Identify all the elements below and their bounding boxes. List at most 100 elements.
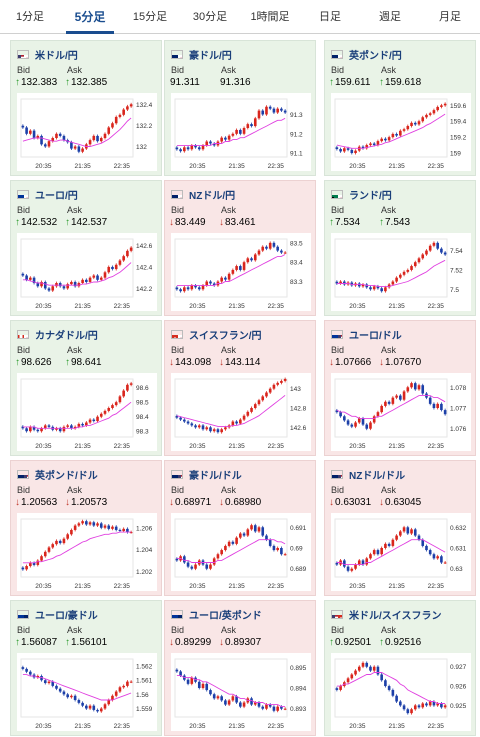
flag-icon <box>17 329 29 339</box>
rate-card[interactable]: ユーロ/ドル Bid Ask ↓1.07666 ↓1.07670 1.078 1.077 1.… <box>324 320 476 456</box>
rate-card[interactable]: ユーロ/英ポンド Bid Ask ↓0.89299 ↓0.89307 0.895 0.894… <box>164 600 316 736</box>
candle-body <box>399 274 402 278</box>
bid-label: Bid <box>331 625 345 635</box>
candle-body <box>283 554 287 556</box>
pair-name[interactable]: カナダドル/円 <box>35 330 98 342</box>
rate-card[interactable]: 豪ドル/円 Bid Ask 91.311 91.316 91.3 91.2 91.1 20:35… <box>164 40 316 176</box>
candle-body <box>25 275 28 280</box>
x-tick-label: 21:35 <box>388 303 405 310</box>
pair-header: ランド/円 <box>331 188 392 202</box>
price-chart[interactable]: 142.6 142.4 142.2 20:35 21:35 22:35 <box>17 233 157 311</box>
pair-name[interactable]: 英ポンド/ドル <box>35 470 98 482</box>
tab-7[interactable]: 月足 <box>439 11 461 23</box>
price-chart[interactable]: 0.927 0.926 0.925 20:35 21:35 22:35 <box>331 653 471 731</box>
candle-body <box>280 108 283 111</box>
rate-card[interactable]: NZドル/円 Bid Ask ↓83.449 ↓83.461 83.5 83.4 83.3 20… <box>164 180 316 316</box>
pair-name[interactable]: 英ポンド/円 <box>349 50 402 62</box>
candle-body <box>343 416 346 421</box>
x-tick-label: 21:35 <box>388 163 405 170</box>
price-chart[interactable]: 143 142.8 142.6 20:35 21:35 22:35 <box>171 373 311 451</box>
rate-card[interactable]: 米ドル/スイスフラン Bid Ask ↑0.92501 ↑0.92516 0.927 0.9… <box>324 600 476 736</box>
candlestick-chart: 0.895 0.894 0.893 20:35 21:35 22:35 <box>174 658 307 730</box>
rate-card[interactable]: 英ポンド/円 Bid Ask ↑159.611 ↑159.618 159.6 159.4 15… <box>324 40 476 176</box>
candle-body <box>421 254 425 259</box>
pair-name[interactable]: ユーロ/豪ドル <box>35 610 98 622</box>
price-chart[interactable]: 1.562 1.561 1.56 1.559 20:35 21:35 22:35 <box>17 653 157 731</box>
pair-name[interactable]: 豪ドル/ドル <box>189 470 242 482</box>
tab-6[interactable]: 週足 <box>379 11 401 23</box>
bid-value: 91.311 <box>169 77 200 88</box>
price-chart[interactable]: 132.4 132.2 132 20:35 21:35 22:35 <box>17 93 157 171</box>
price-chart[interactable]: 83.5 83.4 83.3 20:35 21:35 22:35 <box>171 233 311 311</box>
candle-body <box>107 525 111 529</box>
candle-body <box>77 283 81 287</box>
candle-body <box>47 547 51 552</box>
candle-body <box>122 256 125 261</box>
tab-5[interactable]: 日足 <box>319 11 341 23</box>
price-chart[interactable]: 7.54 7.52 7.5 20:35 21:35 22:35 <box>331 233 471 311</box>
pair-name[interactable]: ランド/円 <box>349 190 392 202</box>
tab-3[interactable]: 30分足 <box>192 11 228 23</box>
price-chart[interactable]: 0.691 0.69 0.689 20:35 21:35 22:35 <box>171 513 311 591</box>
candle-body <box>376 141 380 146</box>
tab-1[interactable]: 5分足 <box>60 0 120 34</box>
candle-body <box>410 709 413 714</box>
candle-body <box>265 106 268 115</box>
candle-body <box>55 428 58 430</box>
rate-card[interactable]: 米ドル/円 Bid Ask ↑132.383 ↑132.385 132.4 132.2 132… <box>10 40 162 176</box>
pair-name[interactable]: ユーロ/ドル <box>349 330 402 342</box>
pair-name[interactable]: 豪ドル/円 <box>189 50 232 62</box>
rate-card[interactable]: ユーロ/円 Bid Ask ↑142.532 ↑142.537 142.6 142.4 142… <box>10 180 162 316</box>
pair-name[interactable]: 米ドル/円 <box>35 50 78 62</box>
candle-body <box>103 133 107 139</box>
candlestick-chart: 0.691 0.69 0.689 20:35 21:35 22:35 <box>174 518 307 590</box>
pair-name[interactable]: ユーロ/英ポンド <box>189 610 262 622</box>
candle-body <box>224 545 227 551</box>
price-chart[interactable]: 0.632 0.631 0.63 20:35 21:35 22:35 <box>331 513 471 591</box>
pair-name[interactable]: NZドル/円 <box>189 190 236 202</box>
pair-name[interactable]: NZドル/ドル <box>349 470 406 482</box>
pair-name[interactable]: スイスフラン/円 <box>189 330 262 342</box>
rate-card[interactable]: ランド/円 Bid Ask ↑7.534 ↑7.543 7.54 7.52 7.5 20:35 2… <box>324 180 476 316</box>
candle-body <box>253 525 257 532</box>
pair-name[interactable]: ユーロ/円 <box>35 190 78 202</box>
candle-body <box>70 142 73 149</box>
tab-2[interactable]: 15分足 <box>132 11 168 23</box>
rate-card[interactable]: スイスフラン/円 Bid Ask ↓143.098 ↓143.114 143 142.8 14… <box>164 320 316 456</box>
price-chart[interactable]: 1.206 1.204 1.202 20:35 21:35 22:35 <box>17 513 157 591</box>
ask-price: 0.68980 <box>225 497 262 508</box>
rate-card[interactable]: ユーロ/豪ドル Bid Ask ↑1.56087 ↑1.56101 1.562 1.561 1… <box>10 600 162 736</box>
rate-card[interactable]: 英ポンド/ドル Bid Ask ↓1.20563 ↓1.20573 1.206 1.204 1… <box>10 460 162 596</box>
price-chart[interactable]: 1.078 1.077 1.076 20:35 21:35 22:35 <box>331 373 471 451</box>
candle-body <box>428 113 432 115</box>
bid-price: 98.626 <box>21 357 52 368</box>
bid-value: ↓0.63031 <box>329 497 371 508</box>
candle-body <box>369 422 372 429</box>
candle-body <box>212 143 216 146</box>
candle-body <box>272 108 276 113</box>
arrow-up-icon: ↑ <box>329 637 334 648</box>
price-chart[interactable]: 91.3 91.2 91.1 20:35 21:35 22:35 <box>171 93 311 171</box>
price-chart[interactable]: 0.895 0.894 0.893 20:35 21:35 22:35 <box>171 653 311 731</box>
candle-body <box>227 541 231 546</box>
rate-card[interactable]: カナダドル/円 Bid Ask ↑98.626 ↑98.641 98.6 98.5 98.4 9… <box>10 320 162 456</box>
rate-card[interactable]: NZドル/ドル Bid Ask ↓0.63031 ↓0.63045 0.632 0.631 0… <box>324 460 476 596</box>
arrow-up-icon: ↑ <box>15 357 20 368</box>
tab-0[interactable]: 1分足 <box>15 11 45 23</box>
price-chart[interactable]: 98.6 98.5 98.4 98.3 20:35 21:35 22:35 <box>17 373 157 451</box>
candle-body <box>246 258 250 263</box>
pair-name[interactable]: 米ドル/スイスフラン <box>349 610 442 622</box>
candle-body <box>227 135 231 140</box>
rate-card[interactable]: 豪ドル/ドル Bid Ask ↓0.68971 ↓0.68980 0.691 0.69 0.6… <box>164 460 316 596</box>
price-chart[interactable]: 159.6 159.4 159.2 159 20:35 21:35 22:35 <box>331 93 471 171</box>
bid-value: ↑98.626 <box>15 357 52 368</box>
candle-body <box>36 560 40 565</box>
moving-average-line <box>22 531 132 564</box>
moving-average-line <box>22 117 132 147</box>
candle-body <box>194 564 197 569</box>
ask-label: Ask <box>221 205 237 215</box>
candle-body <box>92 275 96 278</box>
tab-4[interactable]: 1時間足 <box>250 11 290 23</box>
candle-body <box>183 147 186 152</box>
x-tick-label: 21:35 <box>228 443 245 450</box>
